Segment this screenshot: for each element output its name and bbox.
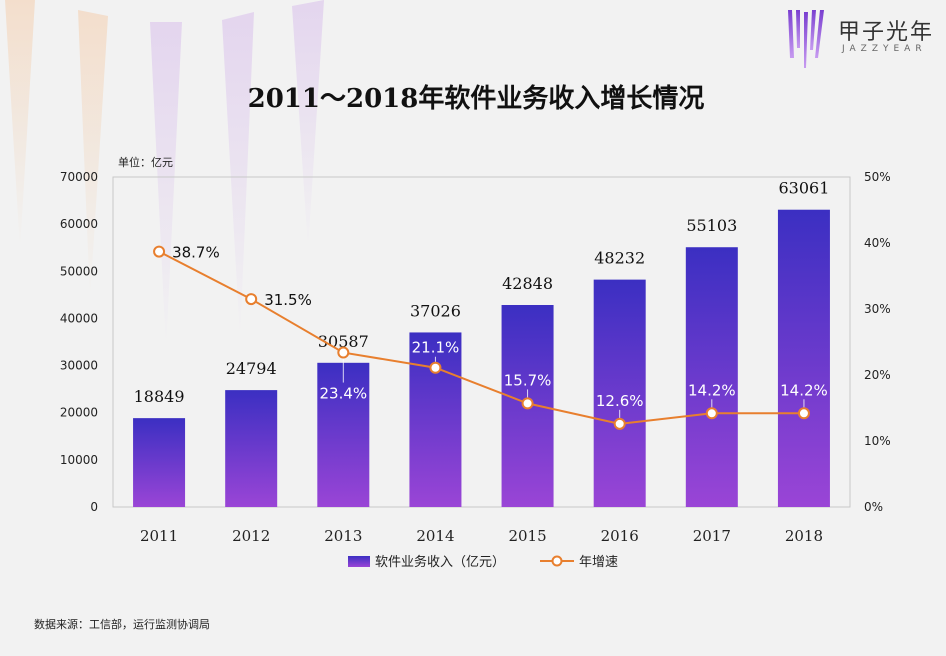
legend-bar-label: 软件业务收入（亿元） [375, 554, 505, 570]
revenue-value-label: 18849 [134, 387, 185, 406]
brand-name: 甲子光年 [838, 20, 935, 45]
left-tick-label: 0 [90, 500, 98, 514]
revenue-value-label: 24794 [226, 359, 277, 378]
growth-value-label: 21.1% [412, 339, 460, 357]
growth-value-label: 15.7% [504, 371, 552, 389]
growth-polyline [158, 250, 804, 425]
revenue-value-label: 42848 [502, 274, 553, 293]
left-tick-label: 50000 [60, 264, 98, 278]
right-tick-label: 10% [864, 434, 891, 448]
brand-subtitle: JAZZYEAR [842, 44, 927, 54]
growth-point [797, 407, 810, 420]
x-axis: 2011 2012 2013 2014 2015 2016 2017 2018 [140, 527, 823, 545]
legend: 软件业务收入（亿元） 年增速 [348, 554, 618, 570]
left-tick-label: 70000 [60, 170, 98, 184]
revenue-bar [225, 390, 278, 507]
x-tick-label: 2016 [601, 527, 639, 545]
x-tick-label: 2017 [693, 527, 731, 545]
left-tick-label: 20000 [60, 406, 98, 420]
right-axis: 0% 10% 20% 30% 40% 50% [864, 170, 891, 514]
left-axis: 0 10000 20000 30000 40000 50000 60000 70000 [60, 170, 98, 514]
left-tick-label: 10000 [60, 453, 98, 467]
x-tick-label: 2011 [140, 527, 178, 545]
growth-point [429, 361, 442, 374]
plot-frame [112, 176, 851, 508]
growth-value-label: 12.6% [596, 392, 644, 410]
logo-mark-icon [788, 10, 824, 68]
right-tick-label: 20% [864, 368, 891, 382]
growth-point [705, 407, 718, 420]
growth-point [337, 346, 350, 359]
x-tick-label: 2015 [508, 527, 546, 545]
growth-value-label: 38.7% [172, 244, 220, 262]
left-tick-label: 40000 [60, 311, 98, 325]
revenue-value-label: 55103 [686, 216, 737, 235]
right-tick-label: 30% [864, 302, 891, 316]
chart-title: 2011～2018年软件业务收入增长情况 [248, 83, 705, 114]
revenue-bar [133, 418, 186, 507]
growth-point [153, 245, 166, 258]
right-tick-label: 0% [864, 500, 883, 514]
growth-value-label: 14.2% [688, 381, 736, 399]
legend-line-marker [551, 555, 563, 567]
x-tick-label: 2013 [324, 527, 362, 545]
left-tick-label: 60000 [60, 217, 98, 231]
x-tick-label: 2018 [785, 527, 823, 545]
decorative-spikes [5, 0, 324, 350]
x-tick-label: 2014 [416, 527, 454, 545]
revenue-value-label: 48232 [594, 249, 645, 268]
growth-line [153, 245, 810, 430]
x-tick-label: 2012 [232, 527, 270, 545]
revenue-bar [317, 362, 370, 507]
growth-value-label: 23.4% [319, 385, 367, 403]
revenue-bar [777, 209, 830, 507]
growth-point [245, 293, 258, 306]
growth-labels: 38.7% 31.5% 23.4% 21.1% 15.7% 12.6% 14.2% 14.2% [172, 244, 828, 418]
legend-line-label: 年增速 [579, 555, 618, 570]
right-tick-label: 50% [864, 170, 891, 184]
unit-label: 单位：亿元 [118, 155, 173, 169]
legend-bar-swatch [348, 556, 370, 567]
right-tick-label: 40% [864, 236, 891, 250]
left-tick-label: 30000 [60, 359, 98, 373]
revenue-value-label: 37026 [410, 301, 461, 320]
revenue-value-label: 63061 [778, 179, 829, 198]
growth-point [613, 417, 626, 430]
growth-value-label: 14.2% [780, 381, 828, 399]
revenue-bar [685, 247, 738, 508]
revenue-bar [593, 279, 646, 507]
source-note: 数据来源：工信部，运行监测协调局 [34, 618, 210, 631]
growth-point [521, 397, 534, 410]
growth-value-label: 31.5% [264, 291, 312, 309]
